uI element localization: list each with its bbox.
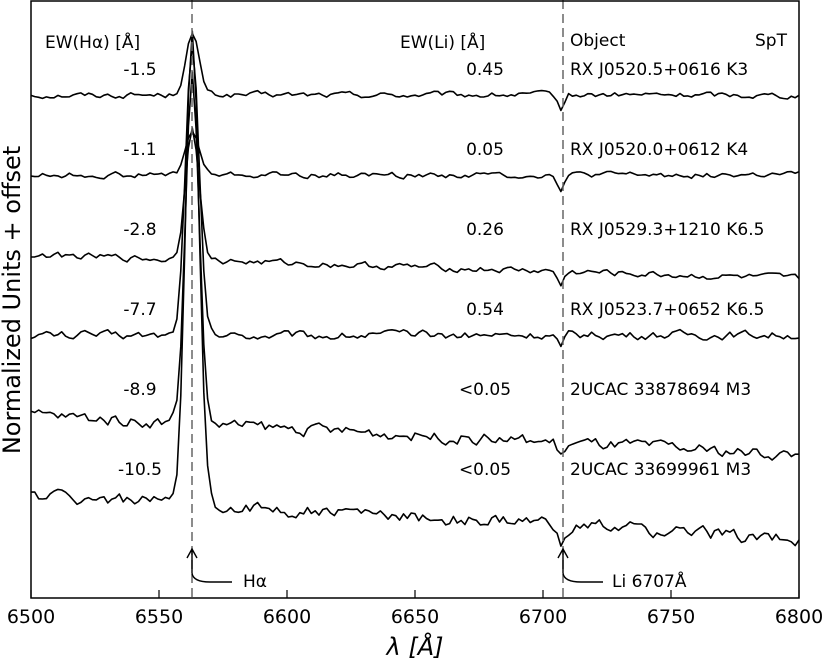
x-axis-title: λ [Å]	[385, 632, 444, 661]
ew-li-value: 0.05	[466, 140, 504, 160]
ew-li-value: 0.26	[466, 220, 504, 240]
header-spt: SpT	[755, 31, 788, 51]
spectrum-line	[31, 30, 800, 547]
li-arrow	[557, 547, 603, 583]
x-axis-ticks: 6500 6550 6600 6650 6700 6750 6800	[7, 590, 823, 628]
x-tick-label: 6600	[263, 606, 311, 628]
x-tick-label: 6750	[647, 606, 695, 628]
row-labels: -1.5 0.45 RX J0520.5+0616 K3 -1.1 0.05 RX J05…	[118, 60, 764, 480]
spectrum-line	[30, 130, 800, 193]
spectrum-line	[30, 42, 800, 348]
object-spt-label: RX J0520.0+0612 K4	[570, 140, 748, 160]
ew-halpha-value: -1.1	[123, 140, 156, 160]
x-tick-label: 6500	[7, 606, 55, 628]
ew-halpha-value: -10.5	[118, 460, 162, 480]
y-axis-title: Normalized Units + offset	[0, 146, 26, 454]
header-object: Object	[570, 31, 626, 51]
ew-halpha-value: -2.8	[123, 220, 156, 240]
object-spt-label: RX J0520.5+0616 K3	[570, 60, 748, 80]
header-ew-li: EW(Li) [Å]	[400, 31, 485, 53]
ew-halpha-value: -1.5	[123, 60, 156, 80]
halpha-annotation: Hα	[243, 572, 267, 592]
ew-li-value: <0.05	[459, 460, 511, 480]
object-spt-label: RX J0523.7+0652 K6.5	[570, 300, 764, 320]
ew-halpha-value: -7.7	[123, 300, 156, 320]
spectra-group	[30, 30, 800, 547]
x-tick-label: 6550	[135, 606, 183, 628]
header-ew-halpha: EW(Hα) [Å]	[45, 31, 140, 53]
ew-li-value: 0.45	[466, 60, 504, 80]
ew-halpha-value: -8.9	[123, 380, 156, 400]
halpha-arrow	[186, 547, 232, 583]
object-spt-label: 2UCAC 33878694 M3	[570, 380, 751, 400]
x-tick-label: 6700	[519, 606, 567, 628]
spectrum-line	[30, 127, 800, 287]
x-tick-label: 6800	[775, 606, 823, 628]
li-annotation: Li 6707Å	[612, 570, 687, 592]
ew-li-value: 0.54	[466, 300, 504, 320]
x-tick-label: 6650	[391, 606, 439, 628]
ew-li-value: <0.05	[459, 380, 511, 400]
object-spt-label: RX J0529.3+1210 K6.5	[570, 220, 764, 240]
spectrum-line	[30, 71, 799, 461]
object-spt-label: 2UCAC 33699961 M3	[570, 460, 751, 480]
spectrum-line	[30, 32, 800, 112]
